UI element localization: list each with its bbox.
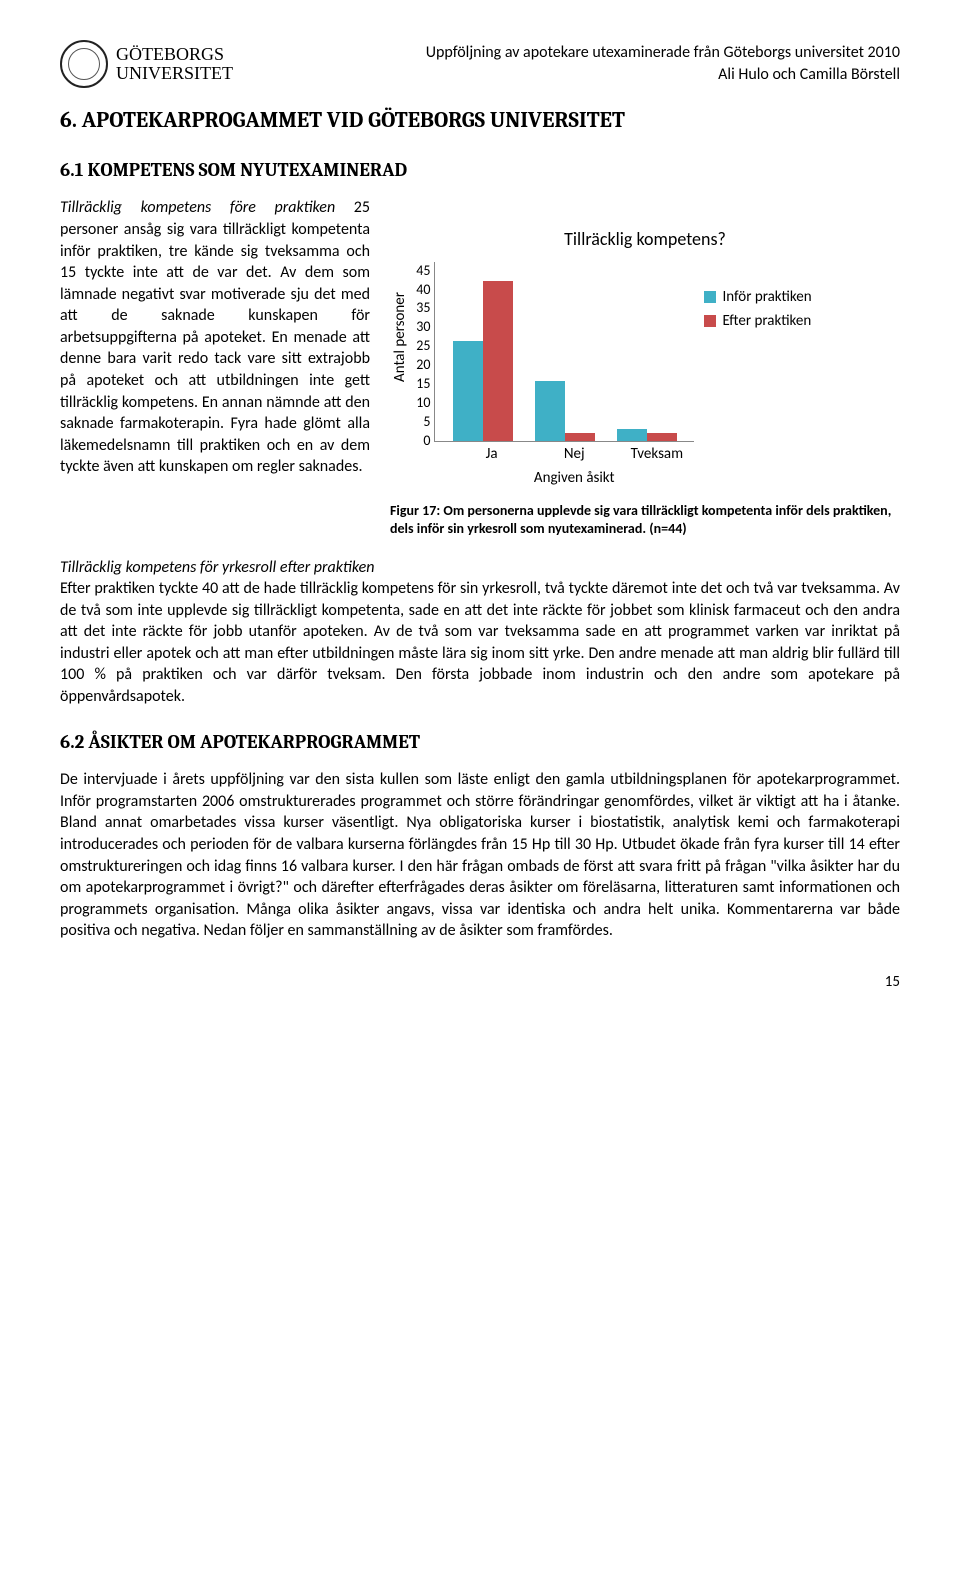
chart-title: Tillräcklig kompetens? bbox=[390, 227, 900, 251]
two-column-block: Tillräcklig kompetens före praktiken 25 … bbox=[60, 197, 900, 538]
university-logo-block: GÖTEBORGS UNIVERSITET bbox=[60, 40, 233, 88]
left-text-column: Tillräcklig kompetens före praktiken 25 … bbox=[60, 197, 370, 478]
section-6-2-heading: 6.2 ÅSIKTER OM APOTEKARPROGRAMMET bbox=[60, 730, 900, 756]
bar-group bbox=[617, 262, 677, 441]
chart-xlabel: Angiven åsikt bbox=[444, 468, 704, 488]
plot-row: 454035302520151050 Inför praktikenEfter … bbox=[416, 262, 900, 442]
uni-name-line2: UNIVERSITET bbox=[116, 64, 233, 83]
ytick-label: 25 bbox=[416, 337, 430, 356]
section-6-heading: 6. APOTEKARPROGAMMET VID GÖTEBORGS UNIVE… bbox=[60, 106, 900, 136]
bar-group bbox=[453, 262, 513, 441]
ytick-label: 45 bbox=[416, 262, 430, 281]
university-name: GÖTEBORGS UNIVERSITET bbox=[116, 45, 233, 83]
legend-item: Efter praktiken bbox=[704, 311, 811, 331]
doc-title: Uppföljning av apotekare utexaminerade f… bbox=[426, 42, 900, 64]
chart-ylabel: Antal personer bbox=[390, 262, 410, 382]
header-right: Uppföljning av apotekare utexaminerade f… bbox=[426, 42, 900, 85]
ytick-label: 30 bbox=[416, 318, 430, 337]
xtick-label: Tveksam bbox=[627, 444, 687, 464]
bar bbox=[535, 381, 565, 441]
doc-authors: Ali Hulo och Camilla Börstell bbox=[426, 64, 900, 86]
ytick-label: 35 bbox=[416, 299, 430, 318]
uni-name-line1: GÖTEBORGS bbox=[116, 45, 233, 64]
legend-swatch bbox=[704, 291, 716, 303]
para2-lead: Tillräcklig kompetens för yrkesroll efte… bbox=[60, 558, 374, 577]
chart-plot-area bbox=[434, 262, 694, 442]
ytick-label: 10 bbox=[416, 394, 430, 413]
para2: Tillräcklig kompetens för yrkesroll efte… bbox=[60, 557, 900, 708]
chart-caption: Figur 17: Om personerna upplevde sig var… bbox=[390, 502, 900, 538]
section-6-1-heading: 6.1 KOMPETENS SOM NYUTEXAMINERAD bbox=[60, 158, 900, 184]
page-number: 15 bbox=[60, 972, 900, 992]
ytick-label: 40 bbox=[416, 281, 430, 300]
chart-column: Tillräcklig kompetens? Antal personer 45… bbox=[390, 197, 900, 538]
para1-lead: Tillräcklig kompetens före praktiken bbox=[60, 198, 335, 217]
bar bbox=[483, 281, 513, 441]
xtick-label: Nej bbox=[544, 444, 604, 464]
page-header: GÖTEBORGS UNIVERSITET Uppföljning av apo… bbox=[60, 40, 900, 88]
xtick-label: Ja bbox=[462, 444, 522, 464]
chart-core: 454035302520151050 Inför praktikenEfter … bbox=[416, 262, 900, 489]
ytick-label: 20 bbox=[416, 356, 430, 375]
chart-legend: Inför praktiken Efter praktiken bbox=[704, 262, 811, 442]
ytick-label: 15 bbox=[416, 375, 430, 394]
university-seal-icon bbox=[60, 40, 108, 88]
chart-yticks: 454035302520151050 bbox=[416, 262, 434, 442]
legend-label: Efter praktiken bbox=[722, 311, 811, 331]
legend-item: Inför praktiken bbox=[704, 287, 811, 307]
legend-swatch bbox=[704, 315, 716, 327]
legend-label: Inför praktiken bbox=[722, 287, 811, 307]
para1-body: 25 personer ansåg sig vara tillräckligt … bbox=[60, 198, 370, 476]
bar-group bbox=[535, 262, 595, 441]
ytick-label: 5 bbox=[423, 413, 430, 432]
bar bbox=[617, 429, 647, 441]
chart-wrap: Antal personer 454035302520151050 Inför … bbox=[390, 262, 900, 489]
chart-xticks: Ja Nej Tveksam bbox=[444, 442, 704, 464]
bar bbox=[565, 433, 595, 441]
bar bbox=[453, 341, 483, 441]
para3: De intervjuade i årets uppföljning var d… bbox=[60, 769, 900, 942]
bar bbox=[647, 433, 677, 441]
para2-body: Efter praktiken tyckte 40 att de hade ti… bbox=[60, 579, 900, 706]
